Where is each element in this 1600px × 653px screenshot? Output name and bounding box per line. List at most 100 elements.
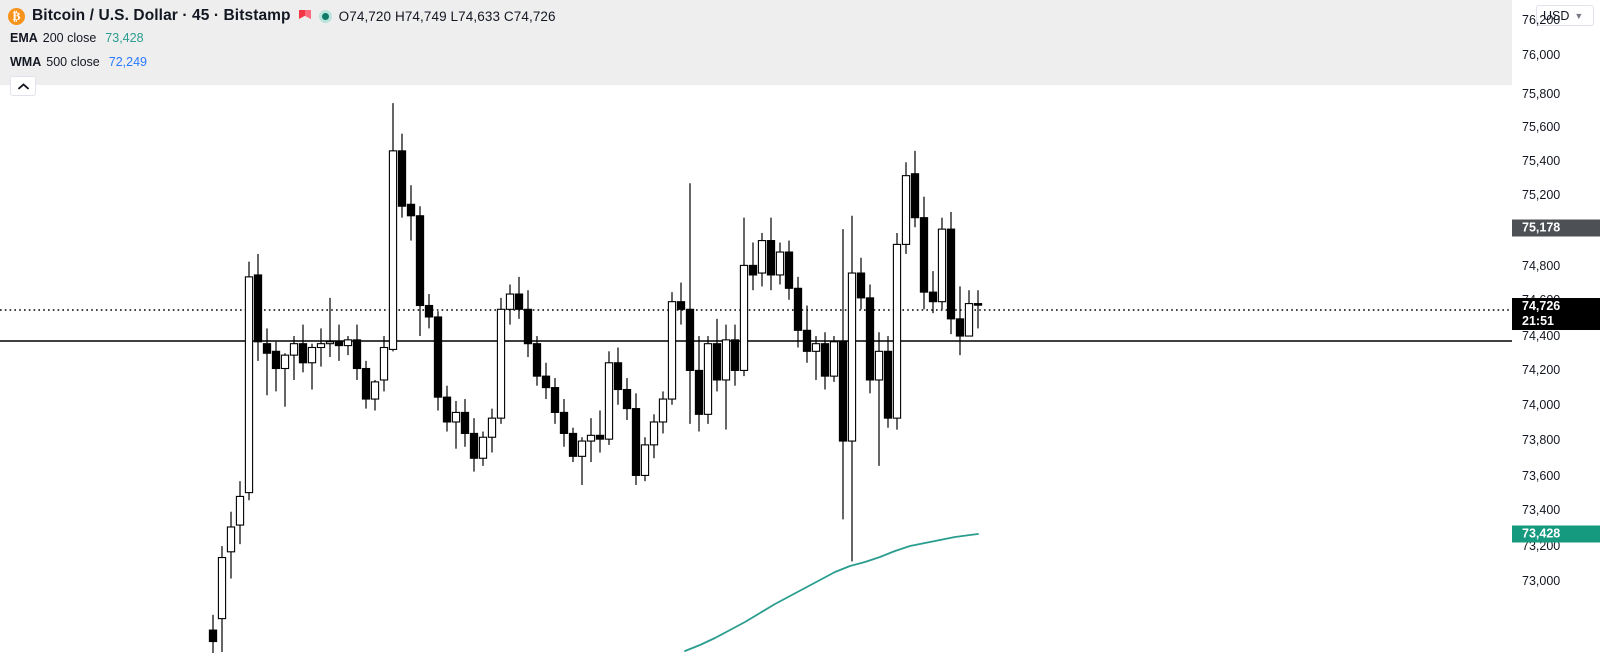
- collapse-legend-button[interactable]: [10, 76, 36, 96]
- replay-flag-icon[interactable]: [298, 9, 312, 24]
- candle-body: [280, 354, 290, 370]
- candle-body: [307, 346, 317, 364]
- candle-body: [244, 276, 254, 494]
- candle-body: [271, 350, 281, 370]
- candle-body: [343, 339, 353, 347]
- candle-body: [793, 287, 803, 331]
- candle-body: [712, 343, 722, 381]
- candle-body: [766, 240, 776, 276]
- crosshair-price-badge[interactable]: 75,178: [1512, 219, 1600, 237]
- chart-plot-area[interactable]: [0, 0, 1512, 653]
- bitcoin-icon: ₿: [8, 7, 25, 25]
- candle-body: [514, 293, 524, 310]
- candle-body: [235, 495, 245, 526]
- currency-label: USD: [1543, 8, 1570, 23]
- page-title[interactable]: Bitcoin / U.S. Dollar · 45 · Bitstamp: [32, 7, 291, 24]
- candle-body: [496, 308, 506, 419]
- candle-body: [721, 339, 731, 381]
- candle-body: [622, 388, 632, 410]
- indicator-legend-wma[interactable]: WMA 500 close 72,249: [10, 55, 147, 69]
- candle-body: [469, 432, 479, 459]
- candle-body: [955, 318, 965, 337]
- candle-body: [829, 341, 839, 377]
- candle-body: [262, 343, 272, 354]
- price-tick: 74,800: [1522, 259, 1561, 273]
- candle-body: [613, 362, 623, 391]
- ema200-line: [684, 533, 979, 652]
- candle-body: [217, 556, 227, 620]
- candle-body: [847, 272, 857, 442]
- candle-body: [334, 341, 344, 347]
- indicator-params: 200 close: [42, 31, 97, 45]
- candle-body: [604, 362, 614, 440]
- candle-body: [415, 215, 425, 307]
- candle-body: [784, 251, 794, 289]
- candle-body: [523, 308, 533, 345]
- candle-body: [550, 387, 560, 413]
- candle-body: [586, 434, 596, 442]
- candle-body: [397, 150, 407, 207]
- price-tick: 73,400: [1522, 503, 1561, 517]
- candle-body: [865, 297, 875, 381]
- candle-body: [658, 398, 668, 423]
- candle-body: [748, 264, 758, 276]
- candle-body: [352, 339, 362, 370]
- symbol-title-row[interactable]: ₿ Bitcoin / U.S. Dollar · 45 · Bitstamp …: [8, 5, 556, 27]
- candle-body: [568, 432, 578, 457]
- candle-body: [901, 175, 911, 245]
- candle-body: [973, 303, 983, 306]
- candle-body: [316, 343, 326, 349]
- price-tick: 73,800: [1522, 433, 1561, 447]
- candle-body: [676, 301, 686, 310]
- candle-body: [838, 341, 848, 442]
- candlestick-svg: [0, 103, 1512, 653]
- candle-body: [892, 243, 902, 419]
- indicator-value: 73,428: [105, 31, 144, 45]
- indicator-params: 500 close: [46, 55, 100, 69]
- price-tick: 74,000: [1522, 398, 1561, 412]
- candle-body: [442, 396, 452, 423]
- badge-value: 75,178: [1522, 220, 1561, 235]
- last-price-badge[interactable]: 74,726 21:51: [1512, 298, 1600, 330]
- candle-body: [361, 367, 371, 400]
- candle-body: [532, 343, 542, 377]
- candle-body: [451, 411, 461, 423]
- price-tick: 75,400: [1522, 154, 1561, 168]
- price-tick: 75,600: [1522, 120, 1561, 134]
- candle-body: [460, 411, 470, 434]
- candle-body: [919, 217, 929, 293]
- price-tick: 73,200: [1522, 539, 1561, 553]
- candle-body: [946, 228, 956, 320]
- price-tick: 74,400: [1522, 329, 1561, 343]
- candle-body: [478, 436, 488, 459]
- candle-body: [559, 411, 569, 434]
- price-tick: 73,000: [1522, 574, 1561, 588]
- candle-body: [874, 350, 884, 381]
- ema-price-badge[interactable]: 73,428: [1512, 525, 1600, 543]
- candle-body: [811, 343, 821, 352]
- currency-selector[interactable]: USD ▼: [1536, 5, 1594, 26]
- candle-body: [505, 293, 515, 310]
- price-tick: 75,800: [1522, 87, 1561, 101]
- candle-body: [928, 291, 938, 303]
- candle-body: [910, 173, 920, 219]
- indicator-legend-ema[interactable]: EMA 200 close 73,428: [10, 31, 144, 45]
- price-tick: 74,200: [1522, 363, 1561, 377]
- candle-body: [739, 264, 749, 371]
- indicator-name: WMA: [10, 55, 42, 69]
- candle-body: [406, 203, 416, 217]
- candle-body: [379, 346, 389, 381]
- indicator-name: EMA: [10, 31, 38, 45]
- badge-time: 21:51: [1522, 314, 1554, 328]
- candle-body: [595, 434, 605, 440]
- candle-body: [226, 526, 236, 553]
- market-status-dot-icon[interactable]: [318, 9, 332, 23]
- badge-value: 73,428: [1522, 526, 1561, 541]
- price-scale[interactable]: USD ▼ 76,200 76,000 75,800 75,600 75,400 75,2…: [1512, 0, 1600, 653]
- candle-body: [631, 408, 641, 476]
- candle-body: [964, 303, 974, 337]
- price-tick: 73,600: [1522, 469, 1561, 483]
- candle-body: [757, 240, 767, 274]
- candle-body: [640, 444, 650, 476]
